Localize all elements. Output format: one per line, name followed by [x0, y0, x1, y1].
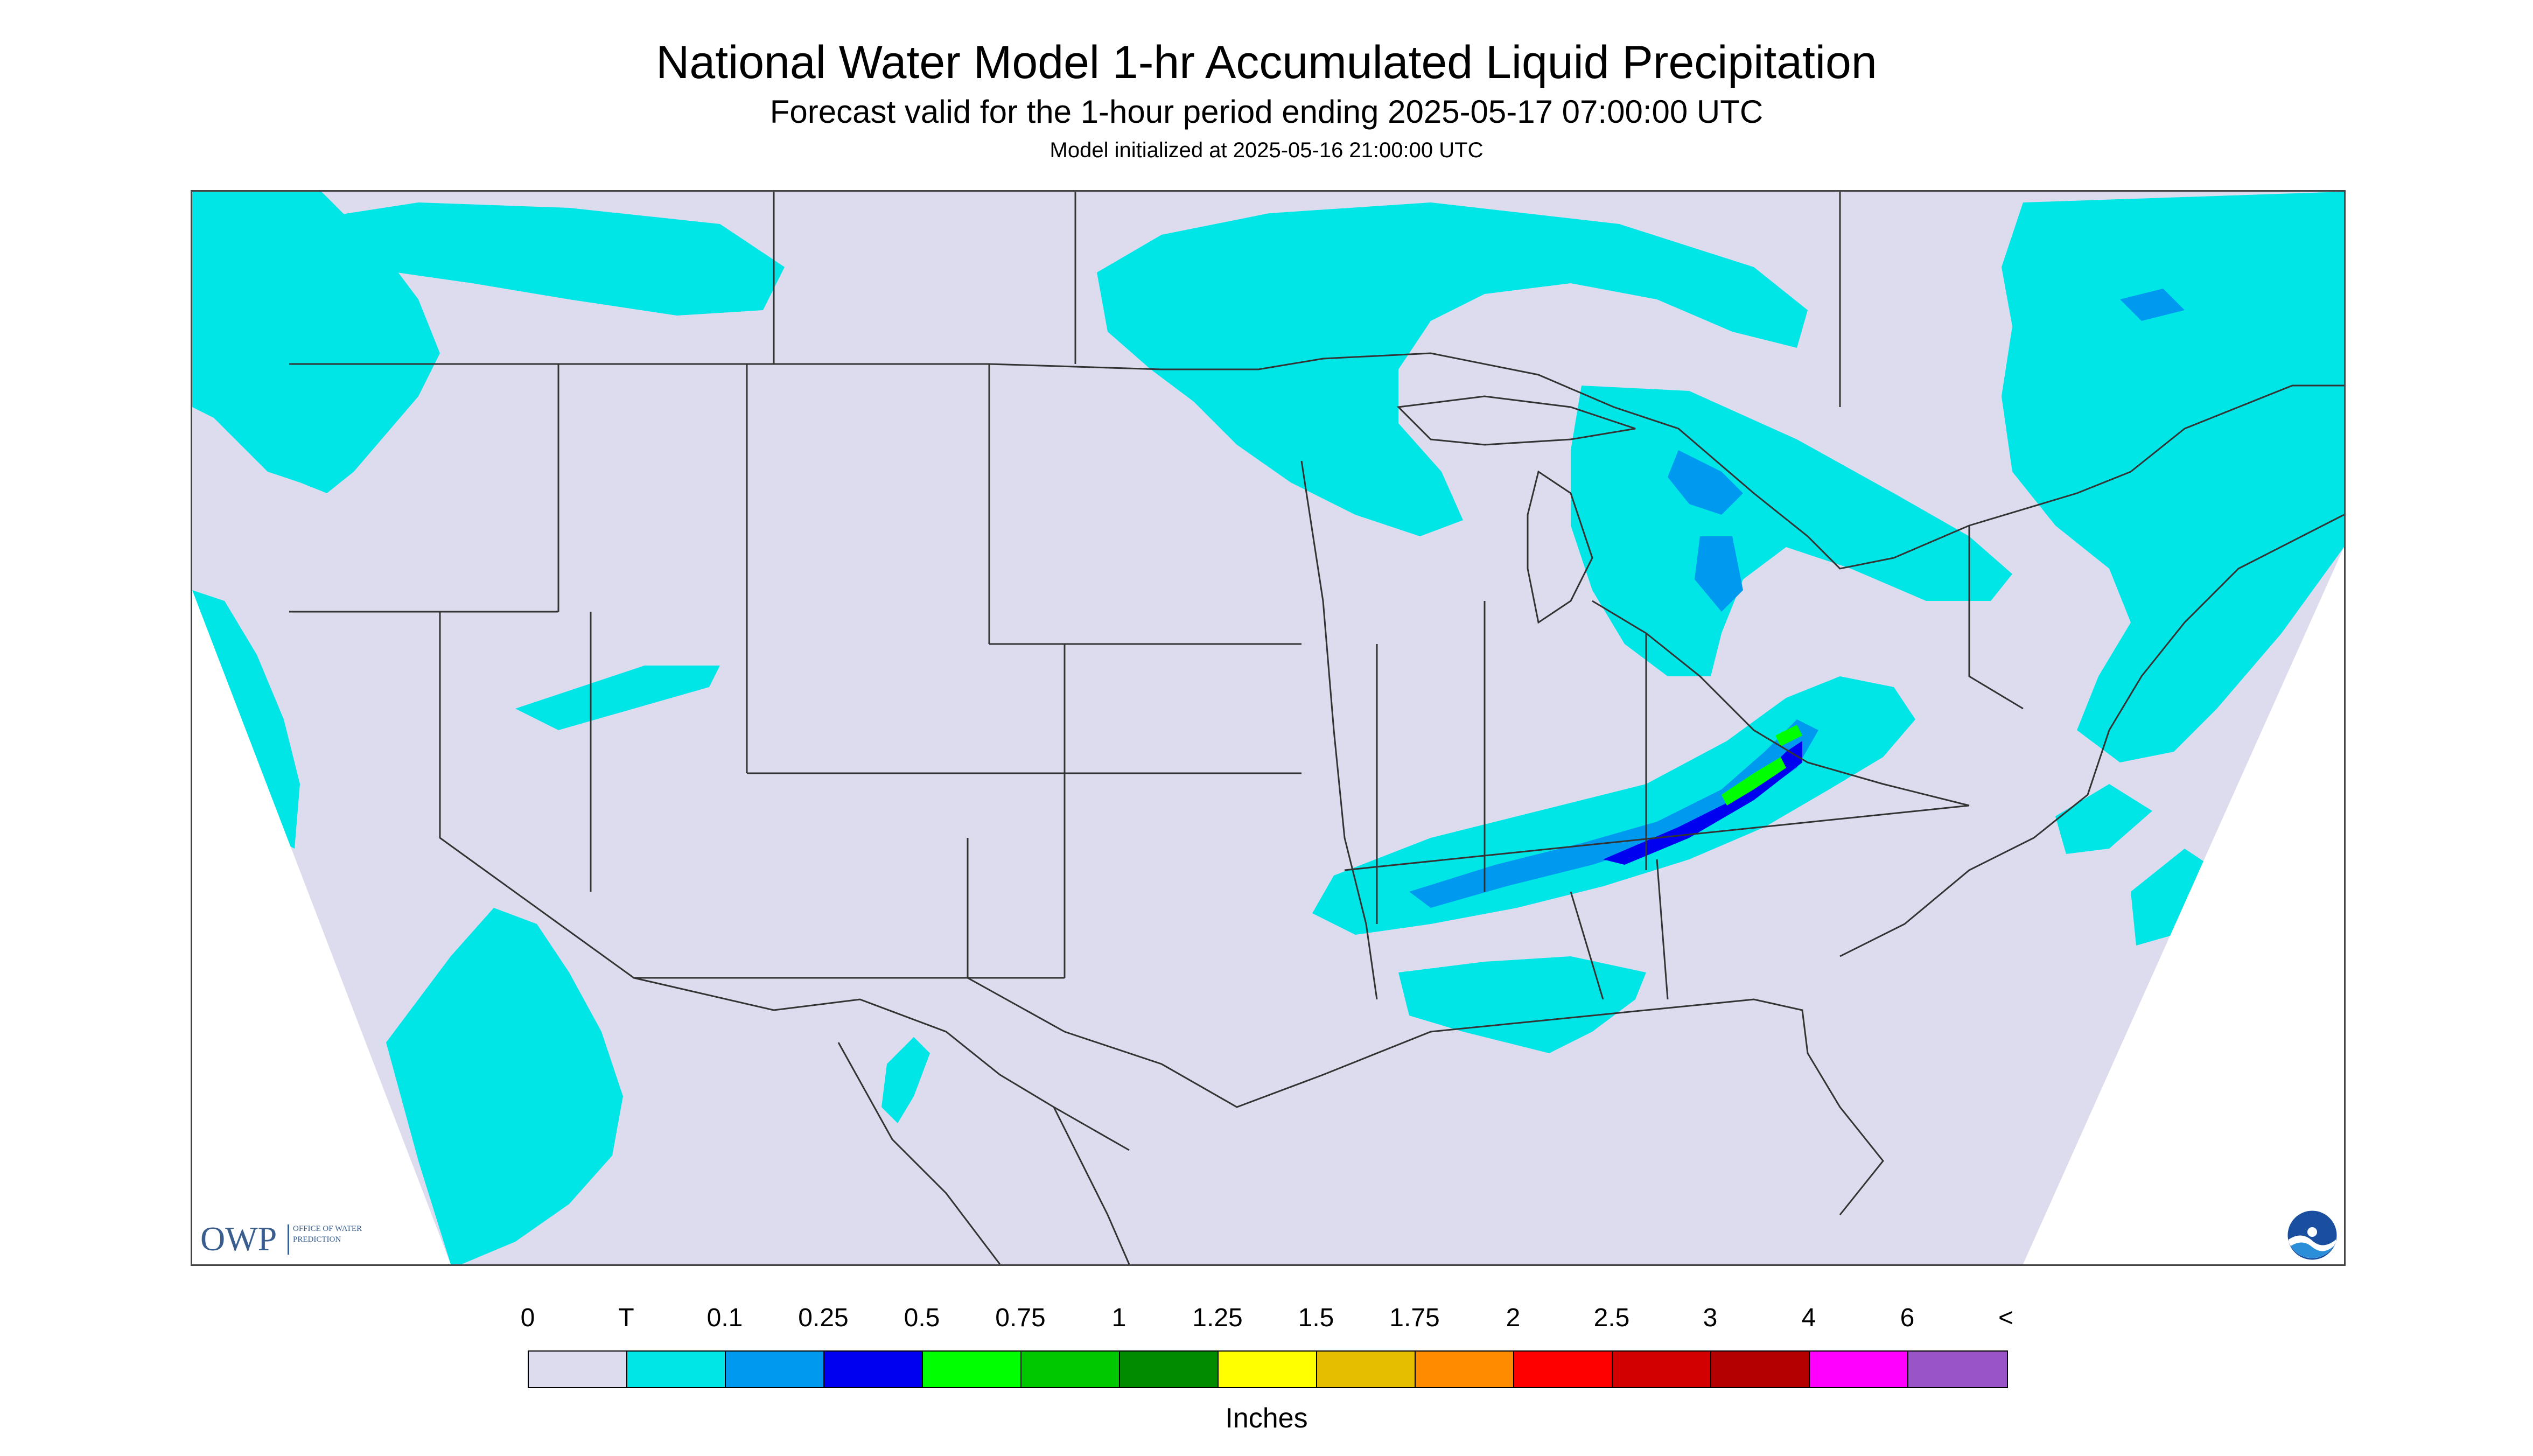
map-canvas	[192, 192, 2344, 1264]
precip-area-tennessee-core	[1603, 741, 1802, 865]
legend-swatch-5	[1021, 1352, 1120, 1387]
legend-label-15: <	[1998, 1304, 2014, 1332]
owp-logo-subtext: OFFICE OF WATER PREDICTION	[293, 1224, 362, 1244]
legend-label-4: 0.5	[904, 1304, 940, 1332]
great-lakes-michigan	[1527, 470, 1593, 624]
legend-swatch-13	[1810, 1352, 1908, 1387]
precip-area-baja-offshore	[386, 908, 623, 1264]
coastline-gulf	[1064, 998, 1884, 1215]
precip-0-25-areas	[1603, 741, 1802, 865]
state-line-se-1	[1570, 891, 1604, 1000]
precip-area-upper-midwest-swirl	[1097, 202, 1808, 536]
state-line-south	[1344, 804, 1970, 871]
legend-label-8: 1.5	[1298, 1304, 1334, 1332]
state-line-mississippi	[1300, 460, 1378, 1000]
precip-area-ohio-valley-core	[1409, 719, 1818, 908]
legend-units: Inches	[1225, 1403, 1308, 1434]
precipitation-map[interactable]	[191, 190, 2346, 1266]
precip-area-maine	[2120, 289, 2185, 321]
legend-label-1: T	[618, 1304, 634, 1332]
legend-swatch-14	[1908, 1352, 2007, 1387]
precip-area-northwest-bands	[278, 202, 785, 316]
precip-area-michigan-lower	[1695, 536, 1743, 612]
precip-area-kentucky-max-2	[1775, 725, 1802, 746]
legend-swatch-9	[1416, 1352, 1514, 1387]
legend-swatch-4	[923, 1352, 1021, 1387]
state-line-northeast	[1968, 526, 2024, 710]
legend-swatch-7	[1219, 1352, 1317, 1387]
precip-area-texas-west	[881, 1037, 930, 1123]
precip-area-atlantic-east	[2055, 784, 2152, 854]
precip-0-1-areas	[1409, 289, 2185, 908]
precip-area-michigan-core	[1668, 450, 1743, 515]
legend-swatch-0	[529, 1352, 627, 1387]
precip-area-atlantic-south	[2131, 849, 2217, 946]
legend-label-13: 4	[1801, 1304, 1816, 1332]
legend-swatch-3	[824, 1352, 923, 1387]
legend-label-2: 0.1	[706, 1304, 743, 1332]
precip-area-nevada	[515, 666, 720, 730]
legend-label-5: 0.75	[995, 1304, 1046, 1332]
legend-swatch-2	[726, 1352, 824, 1387]
legend-label-3: 0.25	[798, 1304, 849, 1332]
precip-0-5-areas	[1722, 725, 1802, 806]
legend-swatch-10	[1514, 1352, 1613, 1387]
noaa-logo-icon	[2286, 1209, 2339, 1262]
precip-area-new-england	[2002, 192, 2344, 762]
precip-area-california-coast	[192, 590, 300, 849]
state-line-west-3	[439, 612, 645, 979]
outside-domain-left	[192, 590, 451, 1264]
legend-label-6: 1	[1111, 1304, 1126, 1332]
legend-labels: 0 T 0.1 0.25 0.5 0.75 1 1.25 1.5 1.75 2 2.5 3 4 6 <	[521, 1303, 2014, 1335]
legend-label-0: 0	[520, 1304, 535, 1332]
state-line-texas	[967, 838, 1065, 1033]
legend-label-12: 3	[1703, 1304, 1718, 1332]
owp-logo-text: OWP	[200, 1220, 277, 1258]
outside-domain-right	[2023, 547, 2344, 1264]
owp-logo-divider	[288, 1224, 289, 1255]
legend-label-7: 1.25	[1192, 1304, 1243, 1332]
us-canada-border	[289, 352, 2344, 570]
legend-swatch-11	[1613, 1352, 1711, 1387]
map-title: National Water Model 1-hr Accumulated Li…	[656, 37, 1877, 88]
precip-area-kentucky-max	[1722, 757, 1786, 806]
owp-logo: OWP OFFICE OF WATER PREDICTION	[200, 1220, 378, 1258]
legend-swatch-8	[1317, 1352, 1416, 1387]
legend-color-bar	[528, 1350, 2008, 1388]
mexico-interior-2	[1053, 1107, 1130, 1264]
legend-swatch-1	[627, 1352, 726, 1387]
legend-label-14: 6	[1900, 1304, 1915, 1332]
legend-label-10: 2	[1506, 1304, 1521, 1332]
legend-swatch-12	[1711, 1352, 1810, 1387]
map-subtitle: Forecast valid for the 1-hour period end…	[769, 94, 1764, 130]
coastline-atlantic	[1839, 514, 2344, 957]
precip-area-ohio-valley-band	[1312, 676, 1915, 935]
legend-label-9: 1.75	[1389, 1304, 1440, 1332]
state-line-se-2	[1656, 859, 1669, 1000]
mexico-interior-1	[837, 1042, 1001, 1264]
legend-swatch-6	[1120, 1352, 1219, 1387]
boundary-lines	[289, 192, 2344, 1264]
legend-label-11: 2.5	[1593, 1304, 1630, 1332]
model-init-line: Model initialized at 2025-05-16 21:00:00…	[1049, 138, 1484, 162]
great-lakes-superior	[1396, 395, 1636, 446]
